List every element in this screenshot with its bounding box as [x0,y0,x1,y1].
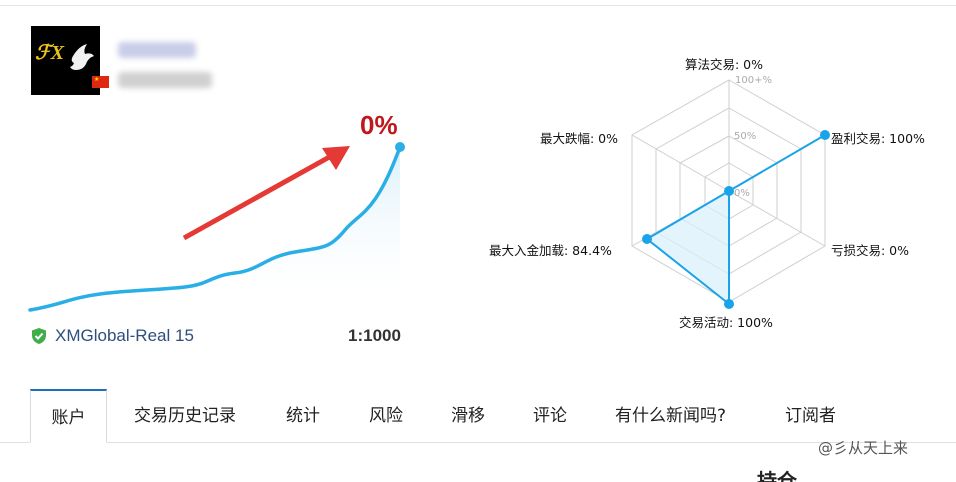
top-divider [0,5,956,6]
radar-scale-zero: 0% [734,188,750,199]
radar-label-loss: 亏损交易: 0% [831,243,910,258]
tab-statistics[interactable]: 统计 [286,406,320,426]
radar-scale-top: 100+% [735,75,772,86]
tab-subscribers[interactable]: 订阅者 [785,406,836,426]
radar-point-profit [820,130,830,140]
radar-label-drawdown: 最大跌幅: 0% [540,131,619,146]
leverage-value: 1:1000 [348,326,401,345]
positions-heading: 持仓 [757,469,797,482]
radar-point-deposit-load [642,234,652,244]
verified-shield-icon [32,328,46,344]
tab-reviews[interactable]: 评论 [533,406,567,426]
growth-line [28,145,402,312]
watermark: @彡从天上来 [818,439,909,457]
radar-points [642,130,830,309]
tab-bar: 账户 交易历史记录 统计 风险 滑移 评论 有什么新闻吗? 订阅者 [0,389,956,443]
tab-bar-divider [0,442,956,443]
tab-risk[interactable]: 风险 [369,406,403,426]
radar-label-profit: 盈利交易: 100% [831,131,925,146]
radar-point-activity [724,299,734,309]
broker-name[interactable]: XMGlobal-Real 15 [55,326,194,345]
radar-label-activity: 交易活动: 100% [679,315,773,330]
username-blurred [118,42,196,58]
broker-info: XMGlobal-Real 15 [30,326,194,346]
growth-area [30,147,400,310]
growth-value: 0% [360,110,398,140]
tab-slippage[interactable]: 滑移 [451,406,485,426]
radar-area [646,134,826,305]
avatar[interactable]: ℱX [31,26,100,95]
tab-news[interactable]: 有什么新闻吗? [615,406,727,426]
subtitle-blurred [118,72,212,88]
tab-trade-history[interactable]: 交易历史记录 [134,406,236,426]
radar-label-algo: 算法交易: 0% [685,57,764,72]
svg-text:ℱX: ℱX [35,42,65,64]
radar-label-deposit-load: 最大入金加载: 84.4% [489,243,612,258]
growth-end-point [395,142,405,152]
radar-scale-mid: 50% [734,131,757,142]
tab-account[interactable]: 账户 [30,389,107,443]
radar-point-algo [724,186,734,196]
china-flag-icon: ★ [92,76,109,88]
red-arrow-icon [182,146,350,241]
dove-logo-icon: ℱX [31,26,100,95]
